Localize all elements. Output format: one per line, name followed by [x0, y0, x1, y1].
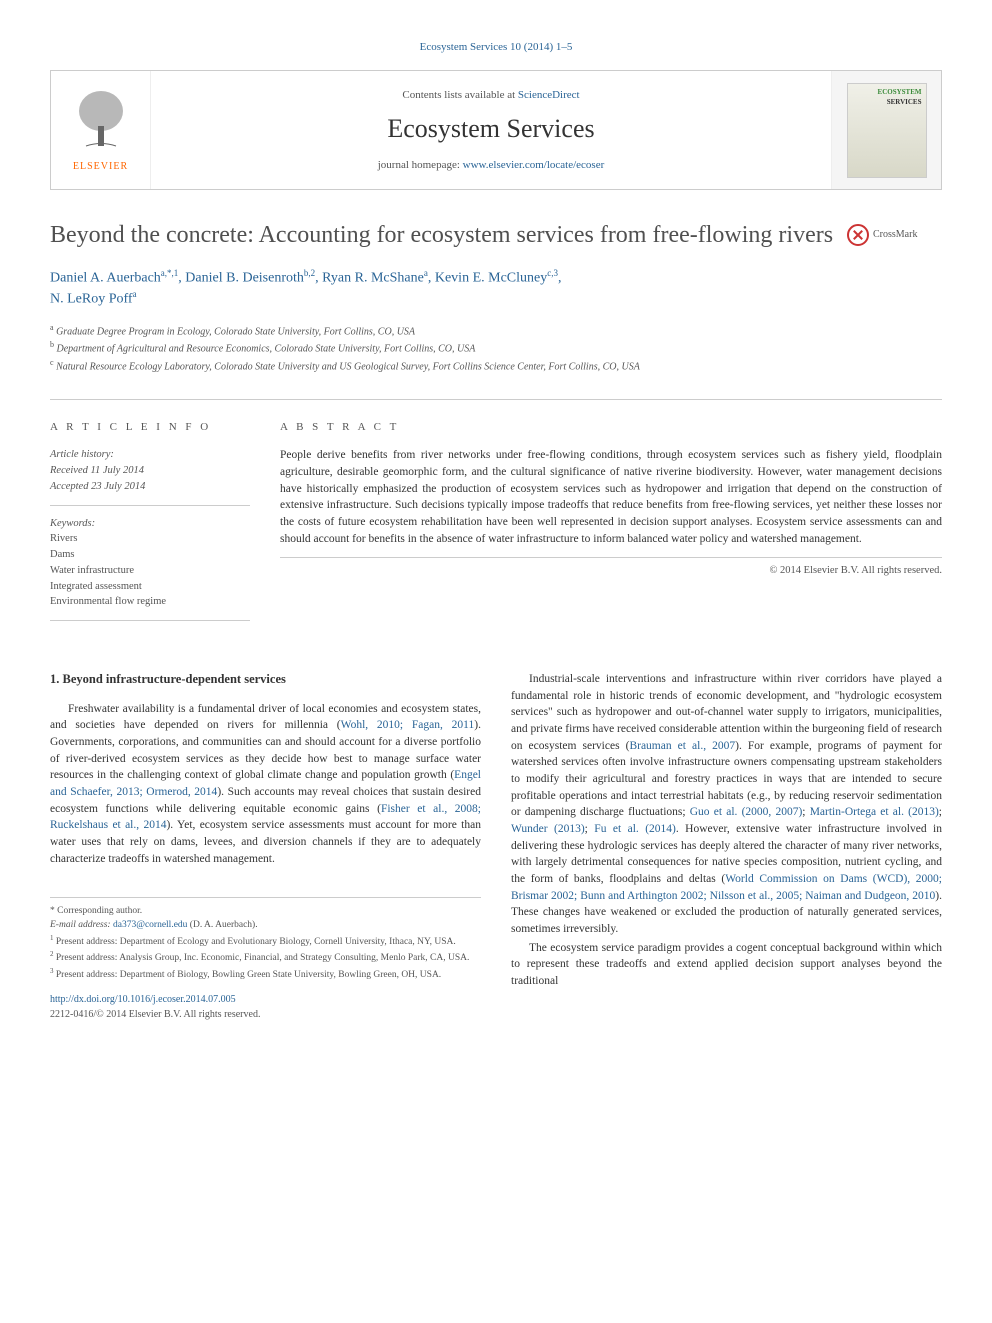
issn-line: 2212-0416/© 2014 Elsevier B.V. All right… — [50, 1009, 260, 1020]
keywords-block: Keywords: Rivers Dams Water infrastructu… — [50, 516, 250, 622]
elsevier-tree-icon — [71, 86, 131, 156]
affiliation-line: a Graduate Degree Program in Ecology, Co… — [50, 322, 942, 339]
authors-line: Daniel A. Auerbacha,*,1, Daniel B. Deise… — [50, 267, 942, 310]
email-line: E-mail address: da373@cornell.edu (D. A.… — [50, 918, 481, 932]
email-label: E-mail address: — [50, 920, 113, 930]
journal-center-block: Contents lists available at ScienceDirec… — [151, 71, 831, 189]
footnote-line: 2 Present address: Analysis Group, Inc. … — [50, 949, 481, 965]
email-suffix: (D. A. Auerbach). — [187, 920, 257, 930]
citation-link[interactable]: Guo et al. (2000, 2007) — [690, 806, 803, 818]
crossmark-badge[interactable]: CrossMark — [847, 224, 942, 246]
author-marks: b,2 — [304, 268, 315, 278]
keyword-item: Dams — [50, 547, 250, 563]
cover-ser-text: SERVICES — [887, 98, 922, 106]
homepage-prefix: journal homepage: — [378, 159, 463, 171]
author-marks: a — [424, 268, 428, 278]
citation-link[interactable]: Ecosystem Services 10 (2014) 1–5 — [420, 41, 573, 53]
contents-prefix: Contents lists available at — [402, 89, 517, 101]
citation-link[interactable]: Wohl, 2010; Fagan, 2011 — [341, 719, 475, 731]
journal-header: ELSEVIER Contents lists available at Sci… — [50, 70, 942, 190]
homepage-link[interactable]: www.elsevier.com/locate/ecoser — [463, 159, 605, 171]
citation-link[interactable]: Wunder (2013) — [511, 823, 585, 835]
contents-line: Contents lists available at ScienceDirec… — [402, 88, 579, 103]
abstract-text: People derive benefits from river networ… — [280, 447, 942, 558]
author-name[interactable]: Daniel B. Deisenroth — [185, 270, 304, 285]
cover-thumbnail: ECOSYSTEM SERVICES — [847, 83, 927, 178]
history-received: Received 11 July 2014 — [50, 463, 250, 479]
author-name[interactable]: Kevin E. McCluney — [435, 270, 547, 285]
body-column-right: Industrial-scale interventions and infra… — [511, 671, 942, 1022]
citation-link[interactable]: Brauman et al., 2007 — [629, 740, 735, 752]
history-accepted: Accepted 23 July 2014 — [50, 479, 250, 495]
homepage-line: journal homepage: www.elsevier.com/locat… — [378, 158, 605, 173]
body-text: Freshwater availability is a fundamental… — [50, 701, 481, 868]
affiliation-line: c Natural Resource Ecology Laboratory, C… — [50, 357, 942, 374]
journal-cover[interactable]: ECOSYSTEM SERVICES — [831, 71, 941, 189]
publisher-name: ELSEVIER — [73, 160, 128, 174]
history-label: Article history: — [50, 447, 250, 463]
publisher-logo[interactable]: ELSEVIER — [51, 71, 151, 189]
body-text: Industrial-scale interventions and infra… — [511, 671, 942, 990]
author-name[interactable]: N. LeRoy Poff — [50, 292, 133, 307]
article-info-heading: A R T I C L E I N F O — [50, 420, 250, 435]
doi-block: http://dx.doi.org/10.1016/j.ecoser.2014.… — [50, 992, 481, 1022]
keyword-item: Rivers — [50, 531, 250, 547]
keyword-item: Water infrastructure — [50, 563, 250, 579]
corresponding-author-note: * Corresponding author. — [50, 904, 481, 918]
author-marks: c,3 — [547, 268, 558, 278]
affiliation-line: b Department of Agricultural and Resourc… — [50, 339, 942, 356]
author-name[interactable]: Daniel A. Auerbach — [50, 270, 161, 285]
author-name[interactable]: Ryan R. McShane — [322, 270, 424, 285]
footnote-line: 1 Present address: Department of Ecology… — [50, 933, 481, 949]
abstract-heading: A B S T R A C T — [280, 420, 942, 435]
crossmark-icon — [847, 224, 869, 246]
affiliations-block: a Graduate Degree Program in Ecology, Co… — [50, 322, 942, 374]
abstract-column: A B S T R A C T People derive benefits f… — [280, 420, 942, 621]
citation-line: Ecosystem Services 10 (2014) 1–5 — [50, 40, 942, 55]
keywords-label: Keywords: — [50, 516, 250, 532]
journal-name: Ecosystem Services — [387, 111, 594, 147]
citation-link[interactable]: Martin-Ortega et al. (2013) — [810, 806, 939, 818]
body-paragraph: The ecosystem service paradigm provides … — [511, 940, 942, 990]
cover-eco-text: ECOSYSTEM — [878, 88, 922, 96]
keyword-item: Environmental flow regime — [50, 594, 250, 610]
citation-link[interactable]: Fu et al. (2014) — [594, 823, 676, 835]
history-block: Article history: Received 11 July 2014 A… — [50, 447, 250, 505]
footnote-line: 3 Present address: Department of Biology… — [50, 966, 481, 982]
keyword-item: Integrated assessment — [50, 579, 250, 595]
author-marks: a — [133, 289, 137, 299]
article-title: Beyond the concrete: Accounting for ecos… — [50, 220, 847, 251]
email-link[interactable]: da373@cornell.edu — [113, 920, 187, 930]
section-heading: 1. Beyond infrastructure-dependent servi… — [50, 671, 481, 689]
body-column-left: 1. Beyond infrastructure-dependent servi… — [50, 671, 481, 1022]
article-info-column: A R T I C L E I N F O Article history: R… — [50, 420, 250, 621]
footnotes-block: * Corresponding author. E-mail address: … — [50, 897, 481, 982]
copyright-line: © 2014 Elsevier B.V. All rights reserved… — [280, 564, 942, 579]
doi-link[interactable]: http://dx.doi.org/10.1016/j.ecoser.2014.… — [50, 994, 236, 1005]
sciencedirect-link[interactable]: ScienceDirect — [518, 89, 580, 101]
crossmark-label: CrossMark — [873, 228, 917, 242]
author-marks: a,*,1 — [161, 268, 179, 278]
